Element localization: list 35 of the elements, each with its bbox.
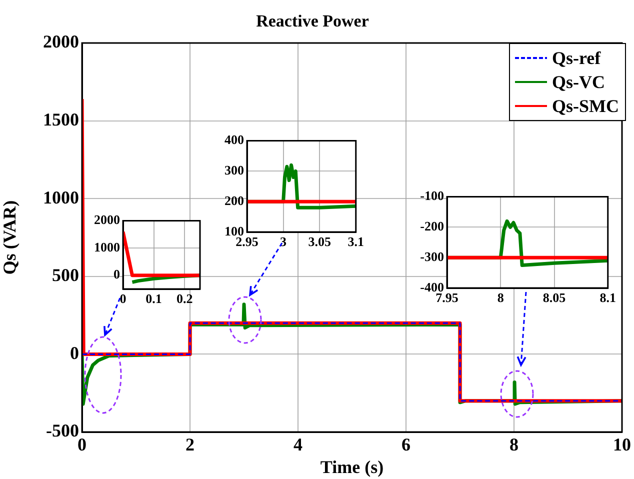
y-tick-label: 1000 <box>94 239 120 254</box>
x-tick-label: 3.05 <box>308 234 332 250</box>
x-tick-label: 8.05 <box>542 290 566 306</box>
x-tick-label: 10 <box>613 434 631 454</box>
y-tick-label: 0 <box>114 266 120 282</box>
y-tick-label: 0 <box>70 342 79 363</box>
y-tick-label: 400 <box>224 132 244 148</box>
x-axis-title: Time (s) <box>320 456 384 477</box>
x-tick-label: 8 <box>497 290 504 306</box>
y-tick-label: 500 <box>52 265 79 286</box>
x-tick-label: 0.2 <box>176 291 193 306</box>
x-tick-label: 0.1 <box>146 291 162 306</box>
chart-title: Reactive Power <box>256 12 370 31</box>
x-tick-label: 4 <box>294 434 302 454</box>
y-tick-label: -400 <box>420 279 444 294</box>
y-tick-label: -200 <box>420 218 444 234</box>
y-tick-label: 1000 <box>43 187 79 208</box>
y-tick-label: -300 <box>420 248 444 264</box>
legend-label: Qs-SMC <box>552 95 619 118</box>
y-tick-label: 1500 <box>43 109 79 130</box>
x-tick-label: 2 <box>186 434 194 454</box>
legend-label: Qs-VC <box>552 71 605 94</box>
x-tick-label: 8.1 <box>600 290 616 306</box>
x-tick-label: 8 <box>510 434 518 454</box>
y-tick-label: 300 <box>224 162 244 178</box>
x-tick-label: 3.1 <box>348 234 364 250</box>
y-tick-label: 200 <box>224 192 244 208</box>
y-tick-label: 100 <box>224 223 244 238</box>
x-tick-label: 6 <box>402 434 410 454</box>
y-axis-title: Qs (VAR) <box>0 200 20 275</box>
y-tick-label: -500 <box>46 420 79 441</box>
y-tick-label: 2000 <box>94 212 120 228</box>
y-tick-label: 2000 <box>43 32 79 52</box>
legend-label: Qs-ref <box>552 47 601 70</box>
y-tick-label: -100 <box>420 188 444 204</box>
